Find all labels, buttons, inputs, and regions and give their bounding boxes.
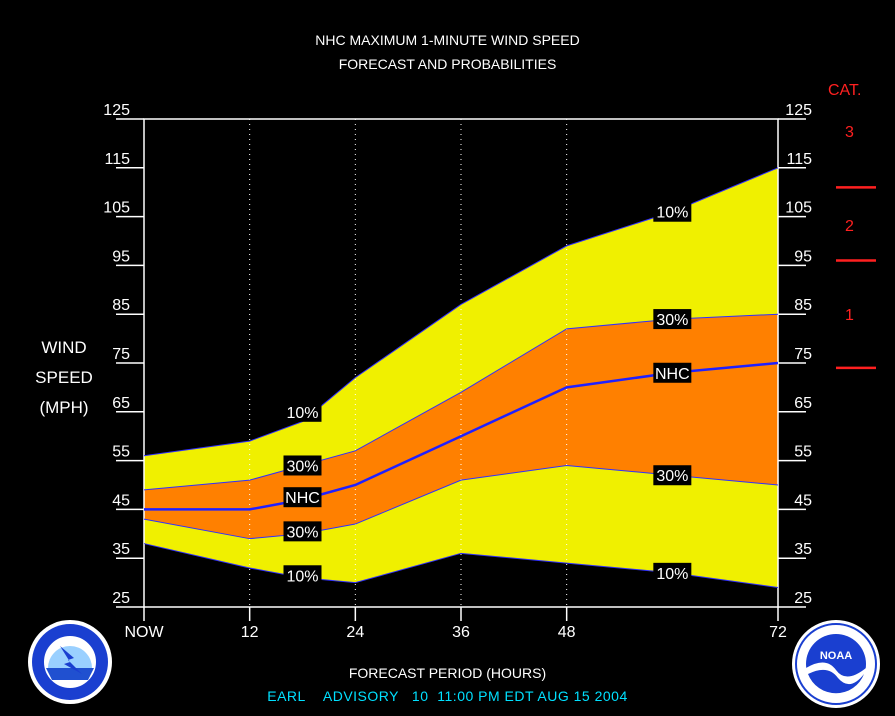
advisory-number: 10 — [411, 688, 429, 704]
x-tick-label: 12 — [241, 624, 259, 641]
advisory-datetime: 11:00 PM EDT AUG 15 2004 — [437, 688, 628, 704]
y-tick-label-right: 95 — [794, 248, 812, 265]
x-tick-label: NOW — [124, 624, 164, 641]
chart-title-line1: NHC MAXIMUM 1-MINUTE WIND SPEED — [315, 32, 580, 48]
category-label-2: 2 — [845, 218, 854, 235]
band-label-bg — [653, 201, 692, 222]
y-tick-label-left: 55 — [112, 444, 130, 461]
noaa-logo-icon: NOAA — [792, 620, 880, 708]
y-tick-label-left: 125 — [103, 102, 130, 119]
x-tick-label: 24 — [346, 624, 364, 641]
nws-logo-icon — [28, 620, 112, 704]
category-label-3: 3 — [845, 124, 854, 141]
storm-name: EARL — [267, 688, 306, 704]
band-label: 30% — [656, 312, 688, 329]
y-tick-label-right: 105 — [785, 200, 812, 217]
y-axis-label-line2: SPEED — [35, 368, 93, 387]
probability-bands — [144, 167, 778, 588]
y-tick-label-right: 75 — [794, 346, 812, 363]
y-axis-label-line3: (MPH) — [39, 398, 89, 417]
y-tick-label-right: 115 — [786, 151, 812, 168]
band-label: NHC — [285, 490, 320, 507]
y-tick-label-left: 115 — [104, 151, 130, 168]
advisory-footer: EARL ADVISORY 10 11:00 PM EDT AUG 15 200… — [0, 688, 895, 704]
category-title: CAT. — [828, 82, 862, 99]
y-tick-label-right: 85 — [794, 297, 812, 314]
band-label: 30% — [286, 458, 318, 475]
band-label-bg — [653, 362, 692, 383]
x-tick-label: 36 — [452, 624, 470, 641]
x-tick-label: 48 — [558, 624, 576, 641]
y-tick-label-left: 75 — [112, 346, 130, 363]
category-threshold-marks — [836, 186, 876, 370]
band-label: 30% — [656, 468, 688, 485]
y-tick-label-left: 85 — [112, 297, 130, 314]
svg-text:NOAA: NOAA — [820, 650, 852, 662]
band-label: 10% — [656, 205, 688, 222]
band-label-bg — [653, 465, 692, 486]
y-axis-label-line1: WIND — [41, 338, 87, 357]
y-tick-label-left: 65 — [112, 395, 130, 412]
y-tick-label-left: 105 — [103, 200, 130, 217]
y-tick-label-right: 45 — [794, 492, 812, 509]
band-label-bg — [283, 487, 322, 508]
band-label: 10% — [286, 405, 318, 422]
x-axis-label: FORECAST PERIOD (HOURS) — [348, 665, 547, 681]
band-labels: 10% 30% NHC 30% 10% 10% 30% NHC 30% 10% — [283, 201, 692, 586]
x-axis-ticks: NOW 12 24 36 48 72 — [124, 607, 787, 641]
category-label-1: 1 — [845, 307, 854, 324]
band-label-bg — [283, 565, 322, 586]
band-label-bg — [283, 455, 322, 476]
band-label-bg — [653, 562, 692, 583]
band-label: 30% — [286, 524, 318, 541]
x-tick-label: 72 — [769, 624, 787, 641]
y-axis-ticks: 25 25 35 35 45 45 55 55 65 65 75 75 85 85 95 95 105 105 11… — [103, 102, 812, 608]
y-tick-label-right: 55 — [794, 444, 812, 461]
band-label: NHC — [655, 366, 690, 383]
y-tick-label-left: 25 — [112, 590, 130, 607]
band-label-bg — [283, 521, 322, 542]
y-tick-label-right: 65 — [794, 395, 812, 412]
y-tick-label-left: 35 — [112, 541, 130, 558]
advisory-label: ADVISORY — [322, 688, 399, 704]
y-tick-label-left: 95 — [112, 248, 130, 265]
y-tick-label-right: 125 — [785, 102, 812, 119]
y-tick-label-right: 25 — [794, 590, 812, 607]
band-label: 10% — [656, 566, 688, 583]
band-label: 10% — [286, 568, 318, 585]
band-30-percent — [144, 314, 778, 539]
y-tick-label-right: 35 — [794, 541, 812, 558]
band-label-bg — [653, 309, 692, 330]
band-label-bg — [283, 401, 322, 422]
chart-title-line2: FORECAST AND PROBABILITIES — [338, 56, 557, 72]
y-tick-label-left: 45 — [112, 492, 130, 509]
